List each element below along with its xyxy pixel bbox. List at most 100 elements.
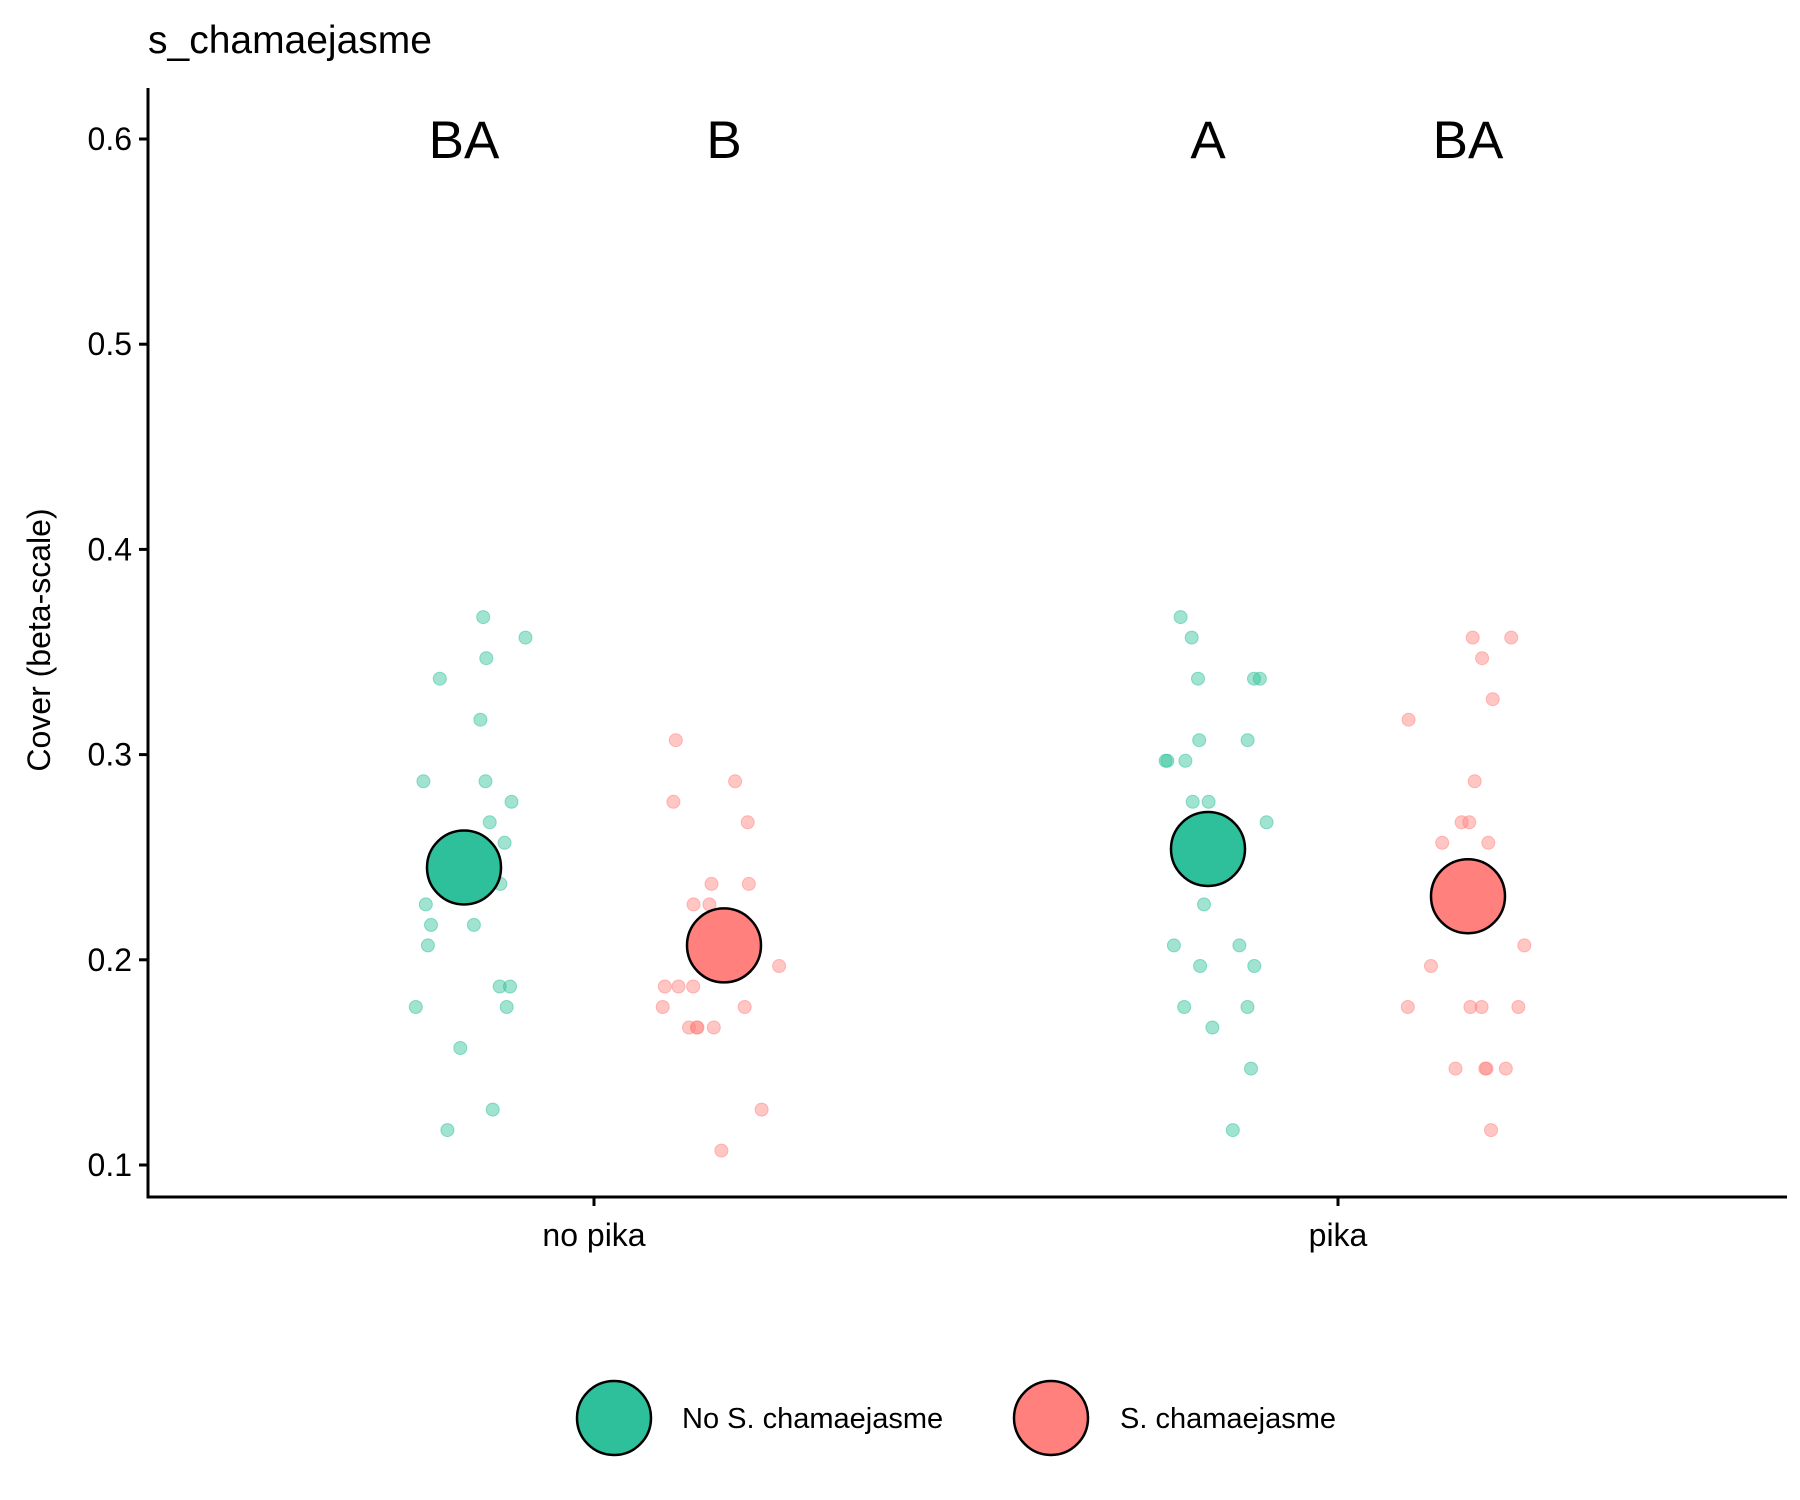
data-point xyxy=(1498,1061,1513,1076)
data-point xyxy=(473,712,488,727)
data-point xyxy=(1247,671,1261,686)
y-axis-ticks: 0.1 0.2 0.3 0.4 0.5 0.6 xyxy=(88,121,148,1183)
axes xyxy=(146,88,1787,1199)
legend-key xyxy=(1012,1379,1090,1457)
data-point xyxy=(432,671,447,686)
data-point xyxy=(737,1000,752,1014)
data-point xyxy=(704,876,719,891)
data-point xyxy=(1454,815,1469,830)
data-point xyxy=(741,876,756,891)
data-point xyxy=(1435,835,1450,850)
data-point xyxy=(1201,794,1216,809)
significance-letter: B xyxy=(706,111,741,170)
data-point xyxy=(686,897,701,912)
data-point xyxy=(1448,1061,1463,1076)
data-point xyxy=(728,774,743,789)
significance-letter: A xyxy=(1190,111,1226,170)
significance-letters: BA A B BA xyxy=(429,111,1504,170)
significance-letter: BA xyxy=(429,111,500,170)
data-point xyxy=(1484,1123,1498,1138)
data-point xyxy=(503,979,517,994)
x-tick-label: no pika xyxy=(542,1217,645,1253)
data-point xyxy=(499,1000,514,1014)
data-point xyxy=(1259,815,1274,830)
data-point xyxy=(1475,651,1490,666)
data-point xyxy=(408,1000,423,1014)
data-point xyxy=(1240,733,1255,748)
data-point xyxy=(1205,1020,1220,1035)
data-point xyxy=(689,1020,704,1035)
x-tick-label: pika xyxy=(1309,1217,1368,1253)
data-point xyxy=(1185,794,1200,809)
data-point xyxy=(1517,938,1532,953)
data-point xyxy=(1240,1000,1255,1014)
data-point xyxy=(1485,692,1500,707)
data-point xyxy=(482,815,497,830)
data-point xyxy=(714,1143,729,1158)
data-point xyxy=(479,651,494,666)
data-point xyxy=(1465,630,1480,645)
y-tick-label: 0.4 xyxy=(88,531,132,567)
data-point xyxy=(686,979,701,994)
mean-point xyxy=(1429,857,1507,935)
data-point xyxy=(1177,1000,1192,1014)
data-point xyxy=(466,917,481,932)
data-point xyxy=(504,794,519,809)
data-point xyxy=(1247,959,1262,973)
legend-item: S. chamaejasme xyxy=(1012,1379,1336,1457)
data-point xyxy=(478,774,493,789)
data-point xyxy=(485,1102,500,1117)
data-point xyxy=(1184,630,1199,645)
data-point xyxy=(424,917,438,932)
data-point xyxy=(1424,959,1438,973)
data-point xyxy=(1178,753,1193,768)
legend: No S. chamaejasme S. chamaejasme xyxy=(575,1379,1336,1457)
mean-point xyxy=(425,829,503,906)
data-points xyxy=(408,610,1532,1158)
data-point xyxy=(1481,835,1496,850)
data-point xyxy=(666,794,681,809)
data-point xyxy=(1474,1000,1489,1014)
data-point xyxy=(1191,671,1205,686)
data-point xyxy=(518,630,533,645)
data-point xyxy=(1511,1000,1526,1014)
y-tick-label: 0.3 xyxy=(88,737,132,773)
data-point xyxy=(706,1020,721,1035)
data-point xyxy=(1400,1000,1415,1014)
data-point xyxy=(1166,938,1181,953)
significance-letter: BA xyxy=(1433,111,1504,170)
legend-key xyxy=(575,1379,653,1457)
mean-point xyxy=(685,907,763,984)
data-point xyxy=(1192,733,1207,748)
data-point xyxy=(476,610,491,625)
data-point xyxy=(1463,1000,1478,1014)
data-point xyxy=(1193,959,1208,973)
data-point xyxy=(671,979,686,994)
data-point xyxy=(1252,671,1267,686)
data-point xyxy=(754,1102,769,1117)
legend-item: No S. chamaejasme xyxy=(575,1379,943,1457)
data-point xyxy=(655,1000,670,1014)
y-tick-label: 0.1 xyxy=(88,1147,132,1183)
group-means xyxy=(425,810,1507,984)
y-tick-label: 0.2 xyxy=(88,942,132,978)
mean-point xyxy=(1169,810,1247,888)
data-point xyxy=(497,835,512,850)
data-point xyxy=(682,1020,696,1035)
data-point xyxy=(1504,630,1519,645)
data-point xyxy=(440,1123,455,1138)
data-point xyxy=(1462,815,1477,830)
data-point xyxy=(1173,610,1188,625)
data-point xyxy=(418,897,433,912)
data-point xyxy=(1232,938,1247,953)
data-point xyxy=(1225,1123,1240,1138)
y-tick-label: 0.6 xyxy=(88,121,132,157)
data-point xyxy=(1158,753,1173,768)
y-tick-label: 0.5 xyxy=(88,326,132,362)
data-point xyxy=(1479,1061,1494,1076)
y-axis-label: Cover (beta-scale) xyxy=(21,508,57,771)
data-point xyxy=(492,979,507,994)
data-point xyxy=(740,815,755,830)
data-point xyxy=(668,733,683,748)
